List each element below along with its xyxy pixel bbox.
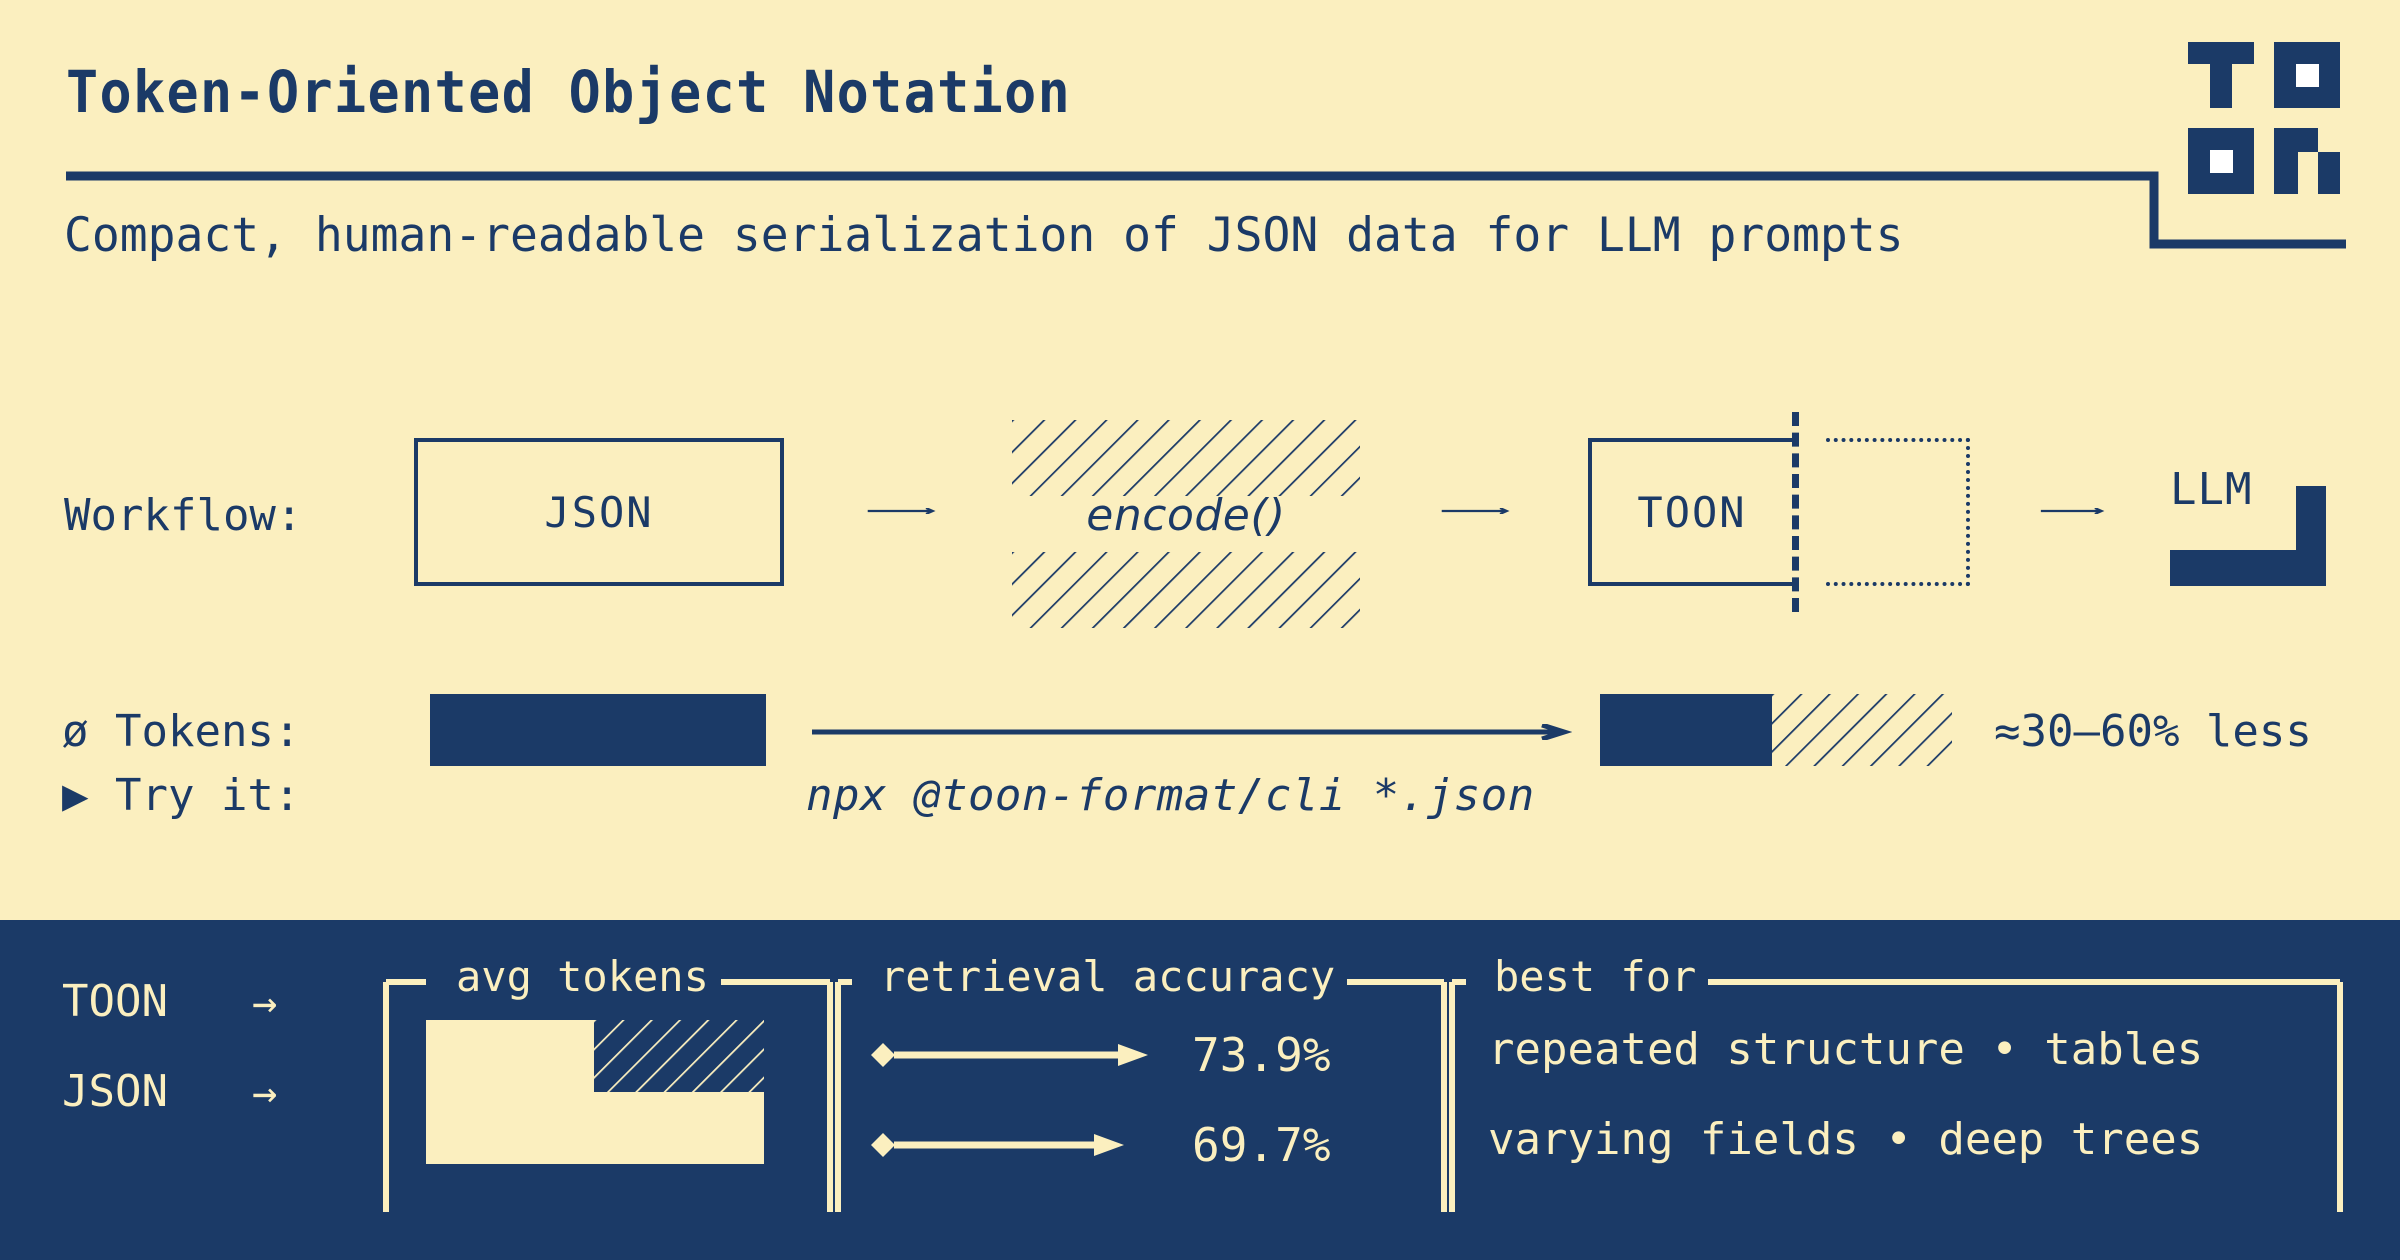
avg-tokens-bars	[426, 1020, 764, 1164]
workflow-node-json-label: JSON	[544, 487, 654, 537]
best-for-line-toon: repeated structure • tables	[1488, 1024, 2204, 1075]
tokens-label: ø Tokens:	[62, 706, 301, 757]
logo-letter-n-right	[2318, 152, 2340, 194]
row-label-json: JSON	[62, 1066, 168, 1117]
avg-bar-toon	[426, 1020, 764, 1092]
group-avg-tokens: avg tokens	[382, 952, 834, 1216]
group-retrieval-accuracy: retrieval accuracy 73.9% 69.7%	[834, 952, 1448, 1216]
hatch-band-top	[1012, 420, 1360, 496]
workflow-arrow-2	[1441, 508, 1510, 514]
avg-bar-toon-saved	[594, 1020, 764, 1092]
workflow-node-toon-divider	[1792, 412, 1799, 612]
bar-json-tokens	[430, 694, 766, 766]
tokens-comparison-arrow	[812, 724, 1572, 740]
row-label-toon: TOON	[62, 976, 168, 1027]
logo-letter-t-bar	[2188, 42, 2254, 64]
group-retrieval-accuracy-legend: retrieval accuracy	[868, 952, 1348, 1001]
toon-logo	[2188, 42, 2340, 194]
accuracy-value-toon: 73.9%	[1192, 1028, 1331, 1082]
hatch-band-bottom	[1012, 552, 1360, 628]
workflow-node-encode[interactable]: encode()	[1012, 420, 1360, 628]
avg-bar-json	[426, 1092, 764, 1164]
workflow-node-llm-corner-bracket	[2170, 486, 2326, 586]
row-label-toon-arrow-icon: →	[252, 978, 278, 1027]
row-label-json-arrow-icon: →	[252, 1068, 278, 1117]
best-for-line-json: varying fields • deep trees	[1488, 1114, 2204, 1165]
tryit-label: ▶ Try it:	[62, 770, 301, 821]
avg-bar-toon-used	[426, 1020, 594, 1092]
workflow-arrow-1	[867, 508, 936, 514]
accuracy-row-json: 69.7%	[870, 1110, 1430, 1182]
workflow-label: Workflow:	[64, 490, 303, 541]
workflow-row: Workflow: JSON encode()	[0, 412, 2400, 628]
accuracy-value-json: 69.7%	[1192, 1118, 1331, 1172]
page-subtitle: Compact, human-readable serialization of…	[64, 208, 1904, 263]
bar-toon-tokens-saved	[1772, 694, 1952, 766]
workflow-node-toon[interactable]: TOON	[1588, 412, 1970, 612]
workflow-node-toon-label: TOON	[1637, 487, 1747, 537]
workflow-node-llm[interactable]: LLM	[2170, 438, 2350, 586]
group-avg-tokens-legend: avg tokens	[444, 952, 721, 1001]
workflow-node-json[interactable]: JSON	[414, 438, 784, 586]
page-title: Token-Oriented Object Notation	[66, 58, 1072, 126]
workflow-arrow-3	[2040, 508, 2105, 514]
group-best-for-legend: best for	[1482, 952, 1709, 1001]
logo-letter-o-top-hole	[2296, 64, 2319, 87]
tokens-row: ø Tokens: ≈30–60% less	[0, 688, 2400, 798]
accuracy-bar-json	[871, 1133, 1124, 1157]
workflow-node-encode-label: encode()	[1086, 490, 1286, 541]
workflow-node-toon-dotted	[1826, 438, 1970, 586]
workflow-node-toon-solid: TOON	[1588, 438, 1792, 586]
workflow-node-llm-label: LLM	[2170, 464, 2253, 515]
hero-section: Token-Oriented Object Notation Compact, …	[0, 42, 2400, 850]
tryit-command[interactable]: npx @toon-format/cli *.json	[806, 770, 1535, 821]
accuracy-row-toon: 73.9%	[870, 1020, 1430, 1092]
logo-letter-o-bottom-hole	[2210, 150, 2233, 173]
accuracy-bar-toon	[871, 1043, 1148, 1067]
group-best-for: best for repeated structure • tables var…	[1448, 952, 2344, 1216]
logo-letter-t-stem	[2210, 64, 2232, 108]
bar-toon-tokens-used	[1600, 694, 1772, 766]
logo-letter-n-top	[2274, 128, 2318, 152]
tokens-savings-label: ≈30–60% less	[1994, 706, 2312, 757]
tryit-row: ▶ Try it: npx @toon-format/cli *.json	[0, 760, 2400, 850]
bar-toon-tokens	[1600, 694, 1952, 766]
group-best-for-frame	[1449, 979, 2343, 1212]
comparison-panel: TOON → JSON → avg tokens	[0, 920, 2400, 1260]
